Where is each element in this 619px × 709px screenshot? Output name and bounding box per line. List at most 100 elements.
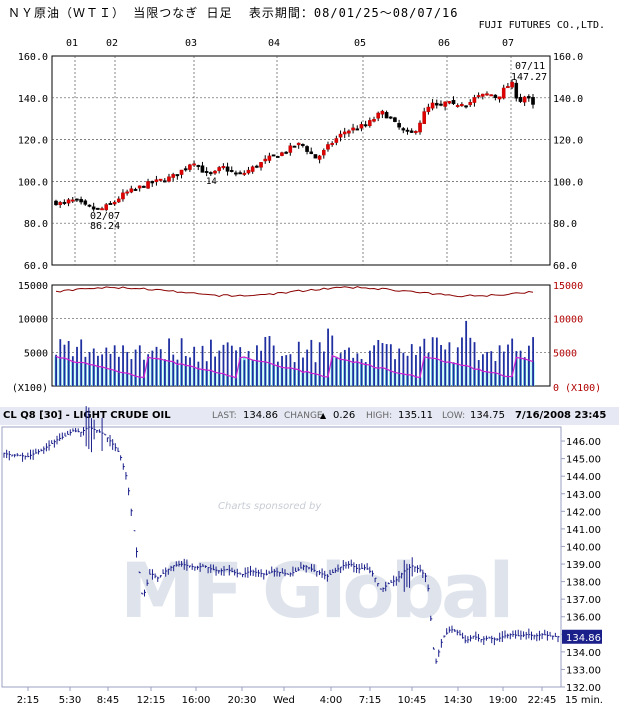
candle (384, 112, 389, 119)
price-tick-left: 100.0 (18, 177, 48, 188)
volume-bar (117, 356, 120, 386)
volume-bar (423, 338, 426, 386)
brand-label: FUJI FUTURES CO.,LTD. (478, 20, 605, 31)
candle (347, 130, 351, 134)
volume-bar (268, 336, 271, 386)
candle (129, 188, 134, 193)
candle (493, 94, 498, 98)
volume-bar (101, 354, 104, 386)
candle (460, 103, 464, 107)
candle (330, 143, 334, 145)
intraday-xtick-label: 5:30 (59, 695, 81, 706)
volume-bar (331, 335, 334, 386)
candle (217, 167, 221, 172)
price-tick-left: 120.0 (18, 136, 48, 147)
candle (255, 165, 259, 168)
intraday-ytick-label: 136.00 (566, 613, 601, 624)
month-label: 06 (438, 38, 450, 49)
month-label: 04 (268, 38, 280, 49)
candle (204, 171, 209, 174)
candle (527, 96, 531, 99)
candle (397, 123, 401, 128)
high-annotation-value: 147.27 (511, 72, 547, 83)
volume-bar (377, 340, 380, 386)
volume-bar (360, 358, 363, 386)
volume-bar (348, 347, 350, 386)
candle (242, 172, 247, 175)
volume-bar (113, 345, 116, 386)
high-label: HIGH: (366, 411, 393, 421)
volume-bar (201, 345, 204, 386)
volume-bar (247, 351, 250, 386)
low-value: 134.75 (470, 410, 505, 421)
candle (263, 158, 268, 162)
volume-bar (498, 345, 501, 386)
volume-bar (435, 337, 438, 386)
candle (405, 129, 410, 132)
candle (250, 166, 255, 172)
volume-bar (210, 339, 212, 386)
price-tick-left: 60.0 (24, 261, 48, 272)
volume-bar (440, 344, 442, 386)
intraday-plot-area (1, 426, 562, 688)
candle (418, 122, 422, 133)
volume-bar (168, 338, 170, 386)
volume-bar (381, 343, 384, 386)
price-tick-right: 140.0 (553, 94, 583, 105)
candle (288, 145, 293, 153)
intraday-ytick-label: 145.00 (566, 455, 601, 466)
intraday-xtick-label: Wed (273, 695, 295, 706)
volume-tick-left: 5000 (24, 348, 48, 359)
month-label: 01 (66, 38, 78, 49)
volume-tick-left: 10000 (18, 315, 48, 326)
change-label: CHANGE (284, 411, 323, 421)
intraday-xtick-label: 12:15 (137, 695, 166, 706)
price-tick-right: 80.0 (553, 219, 577, 230)
candle (137, 185, 142, 189)
candle (510, 81, 514, 88)
volume-bar (310, 339, 313, 386)
intraday-xtick-label: 19:00 (489, 695, 518, 706)
price-tick-left: 140.0 (18, 94, 48, 105)
volume-bar (197, 361, 200, 386)
volume-bar (84, 356, 87, 386)
intraday-xtick-label: 20:30 (228, 695, 257, 706)
candle (75, 198, 79, 201)
candle (162, 180, 167, 183)
volume-bar (515, 351, 518, 386)
candle (284, 151, 288, 154)
volume-bar (92, 348, 95, 386)
intraday-ytick-label: 142.00 (566, 507, 601, 518)
candle (175, 174, 180, 177)
volume-bar (427, 352, 430, 386)
price-tick-right: 100.0 (553, 177, 583, 188)
volume-bar (364, 362, 367, 386)
volume-bar (122, 345, 124, 386)
volume-bar (507, 344, 509, 386)
volume-bar (218, 350, 221, 386)
volume-bar (176, 359, 179, 386)
candle (192, 163, 196, 166)
candle (54, 200, 58, 206)
candle (142, 185, 146, 188)
volume-bar (109, 353, 112, 386)
volume-bar (163, 359, 166, 386)
high-annotation-date: 07/11 (515, 61, 545, 72)
intraday-xtick-label: 2:15 (17, 695, 39, 706)
intraday-ytick-label: 134.00 (566, 648, 601, 659)
volume-average-line (55, 355, 534, 379)
candle (355, 128, 360, 131)
candle (430, 102, 435, 109)
candle (146, 181, 150, 189)
candle (79, 199, 83, 203)
volume-bar (352, 357, 355, 386)
candle (225, 166, 230, 172)
volume-bar (343, 349, 346, 386)
volume-bar (189, 357, 191, 386)
candle (121, 192, 125, 200)
volume-bar (159, 349, 162, 386)
volume-bar (297, 341, 300, 386)
intraday-chart: Charts sponsored by MF Global 146.00 145.00… (1, 406, 603, 706)
candle (309, 151, 314, 155)
volume-bar (502, 351, 505, 386)
